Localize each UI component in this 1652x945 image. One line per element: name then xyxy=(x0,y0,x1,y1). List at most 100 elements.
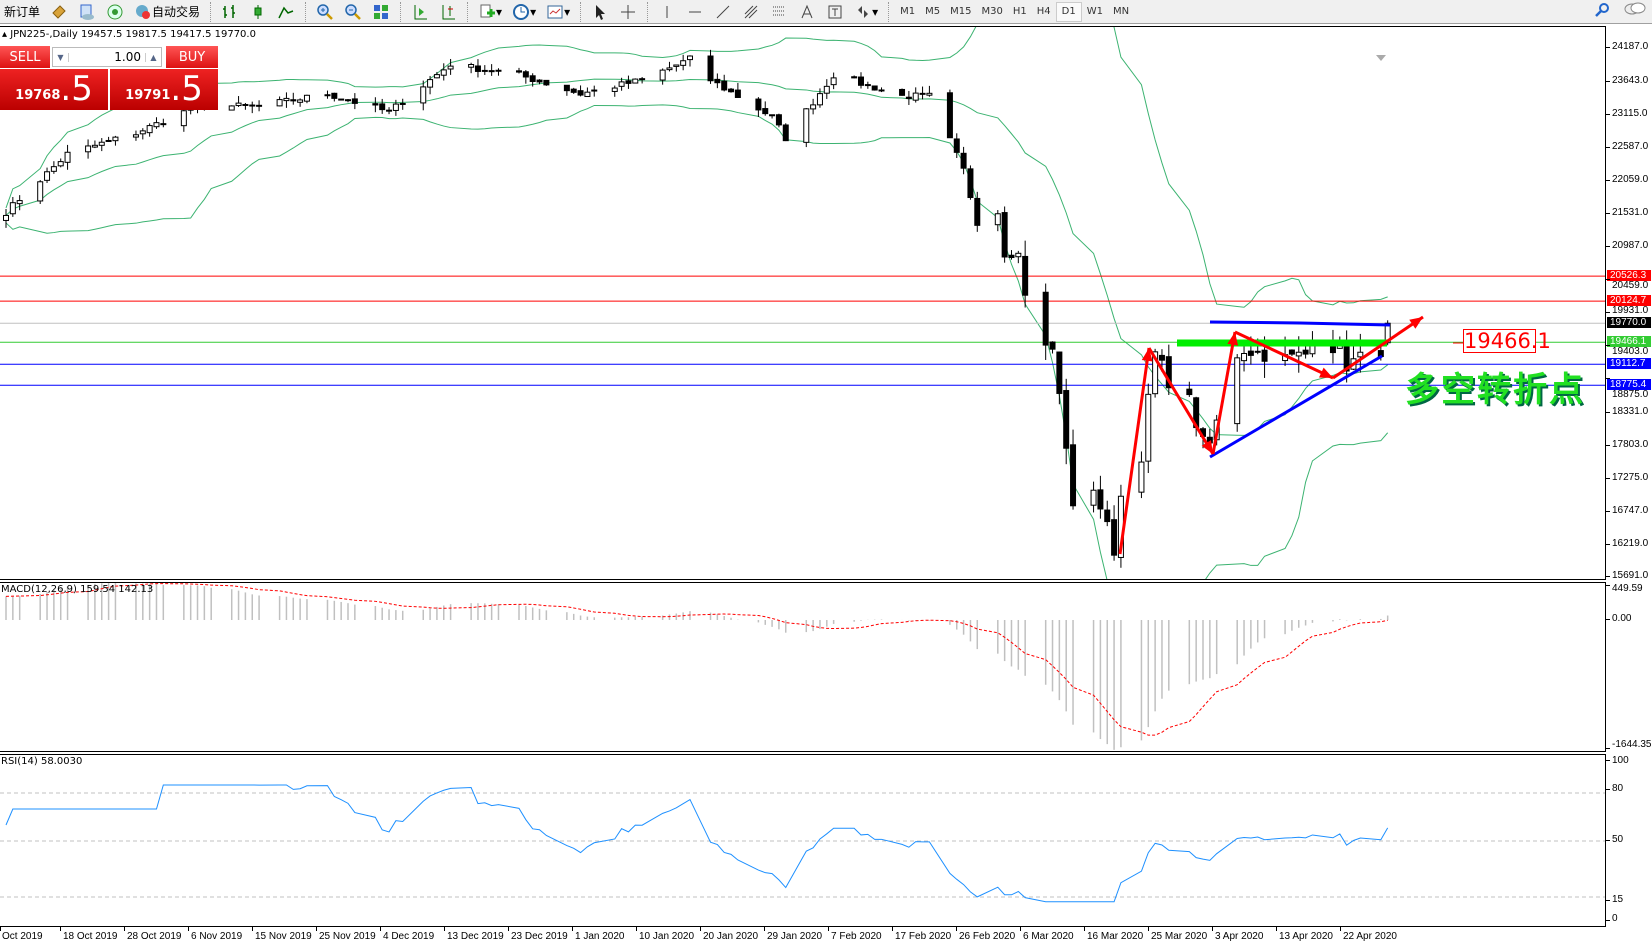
rsi-label: RSI(14) 58.0030 xyxy=(1,756,83,767)
bearish-candle-body xyxy=(974,197,981,226)
bullish-candle-body xyxy=(591,89,598,92)
bearish-candle-body xyxy=(379,103,386,111)
collapse-triangle-icon[interactable]: ▴ xyxy=(2,29,11,40)
candle xyxy=(1288,349,1295,357)
trendline-icon[interactable] xyxy=(710,1,736,23)
candle xyxy=(905,90,912,105)
market-watch-icon[interactable] xyxy=(46,1,72,23)
text-icon[interactable] xyxy=(794,1,820,23)
timeframe-h4[interactable]: H4 xyxy=(1036,6,1051,17)
vertical-line-icon[interactable] xyxy=(654,1,680,23)
arrows-icon[interactable]: ▾ xyxy=(850,1,882,23)
zoom-out-icon[interactable] xyxy=(340,1,366,23)
lot-size-input[interactable]: 1.00 xyxy=(114,50,141,64)
price-level-tag[interactable]: 19770.0 xyxy=(1607,316,1651,328)
bearish-candle-body xyxy=(1056,351,1063,394)
time-axis-label: 23 Dec 2019 xyxy=(511,931,568,942)
macd-panel[interactable]: MACD(12,26,9) 159.54 142.13 xyxy=(0,582,1606,752)
fibonacci-icon[interactable] xyxy=(738,1,764,23)
price-level-tag[interactable]: 19112.7 xyxy=(1607,357,1651,369)
timeframe-m1[interactable]: M1 xyxy=(900,6,916,17)
price-level-tag[interactable]: 20124.7 xyxy=(1607,294,1651,306)
bullish-candle-body xyxy=(632,78,639,84)
bullish-candle-body xyxy=(57,161,64,167)
price-chart[interactable] xyxy=(0,26,1606,580)
tile-windows-icon[interactable] xyxy=(368,1,394,23)
chat-icon[interactable] xyxy=(1624,2,1646,21)
lot-increase-icon[interactable]: ▲ xyxy=(145,52,161,62)
new-order-button[interactable]: 新订单 xyxy=(0,1,44,23)
candlestick-icon[interactable] xyxy=(245,1,271,23)
bar-chart-icon[interactable] xyxy=(217,1,243,23)
timeframe-m15[interactable]: M15 xyxy=(950,6,972,17)
crosshair-icon[interactable] xyxy=(615,1,641,23)
price-axis-tick xyxy=(1606,411,1610,413)
bullish-candle-body xyxy=(823,85,830,94)
signals-icon[interactable] xyxy=(102,1,128,23)
lot-decrease-icon[interactable]: ▼ xyxy=(53,52,69,62)
autoscroll-icon[interactable] xyxy=(407,1,433,23)
price-axis-label: 18331.0 xyxy=(1612,405,1649,417)
timeframe-h1[interactable]: H1 xyxy=(1012,6,1027,17)
buy-button[interactable]: BUY xyxy=(166,46,218,68)
price-level-tag[interactable]: 20526.3 xyxy=(1607,269,1651,281)
toolbar: 新订单 自动交易 ▾ ▾ ▾ ▾ M1 M5 M15 M30 H1 H4 D1 W1 MN xyxy=(0,0,1652,24)
candle xyxy=(953,133,960,159)
candle xyxy=(331,92,338,102)
bullish-candle-body xyxy=(687,55,693,61)
bearish-candle-body xyxy=(905,96,912,99)
timeframe-m30[interactable]: M30 xyxy=(981,6,1003,17)
price-axis-tick xyxy=(1606,378,1610,380)
bearish-candle-body xyxy=(345,99,351,102)
cursor-icon[interactable] xyxy=(587,1,613,23)
bullish-candle-body xyxy=(666,67,673,71)
time-axis-label: 4 Dec 2019 xyxy=(383,931,435,942)
sell-price[interactable]: 19768.5 xyxy=(0,69,108,110)
buy-price[interactable]: 19791.5 xyxy=(110,69,218,110)
candle xyxy=(864,81,871,89)
bearish-candle-body xyxy=(871,85,878,91)
bullish-candle-body xyxy=(611,87,618,92)
zoom-in-icon[interactable] xyxy=(312,1,338,23)
indicators-icon[interactable]: ▾ xyxy=(474,1,506,23)
support-trendline xyxy=(1209,354,1383,459)
templates-icon[interactable]: ▾ xyxy=(542,1,574,23)
timeframe-d1[interactable]: D1 xyxy=(1055,1,1082,22)
time-axis-label: 6 Nov 2019 xyxy=(191,931,243,942)
timeframe-w1[interactable]: W1 xyxy=(1086,6,1103,17)
lot-size-stepper[interactable]: ▼ 1.00 ▲ xyxy=(52,47,162,67)
time-axis-label: 26 Feb 2020 xyxy=(959,931,1016,942)
bearish-candle-body xyxy=(1049,341,1056,350)
rsi-axis-label: 50 xyxy=(1612,834,1624,845)
chart-shift-icon[interactable] xyxy=(435,1,461,23)
bearish-candle-body xyxy=(707,55,714,82)
text-label-icon[interactable] xyxy=(822,1,848,23)
rsi-axis-label: 0 xyxy=(1612,913,1618,924)
price-level-tag[interactable]: 18775.4 xyxy=(1607,378,1651,390)
line-chart-icon[interactable] xyxy=(273,1,299,23)
search-icon[interactable] xyxy=(1594,2,1610,21)
candle xyxy=(392,99,399,116)
arrowhead-icon xyxy=(1227,332,1239,346)
text-annotation[interactable]: 多空转折点 xyxy=(1405,370,1585,410)
price-label-annotation[interactable]: 19466.1 xyxy=(1463,329,1551,353)
bullish-candle-body xyxy=(618,81,625,87)
symbol-ohlc: JPN225-,Daily 19457.5 19817.5 19417.5 19… xyxy=(10,29,256,40)
candle xyxy=(160,118,167,128)
price-level-tag[interactable]: 19466.1 xyxy=(1607,335,1651,347)
periods-icon[interactable]: ▾ xyxy=(508,1,540,23)
timeframe-m5[interactable]: M5 xyxy=(925,6,941,17)
bearish-candle-body xyxy=(953,138,960,153)
timeframe-mn[interactable]: MN xyxy=(1112,6,1130,17)
bullish-candle-body xyxy=(1234,357,1241,425)
horizontal-line-icon[interactable] xyxy=(682,1,708,23)
time-axis-tick xyxy=(316,927,317,931)
rsi-panel[interactable]: RSI(14) 58.0030 xyxy=(0,754,1606,927)
macd-axis-tick xyxy=(1606,619,1610,620)
sell-button[interactable]: SELL xyxy=(0,46,50,68)
grid-lines-icon[interactable] xyxy=(766,1,792,23)
data-window-icon[interactable] xyxy=(74,1,100,23)
price-axis-label: 23115.0 xyxy=(1612,107,1648,119)
auto-trading-button[interactable]: 自动交易 xyxy=(130,1,204,23)
price-axis-label: 15691.0 xyxy=(1612,570,1649,582)
